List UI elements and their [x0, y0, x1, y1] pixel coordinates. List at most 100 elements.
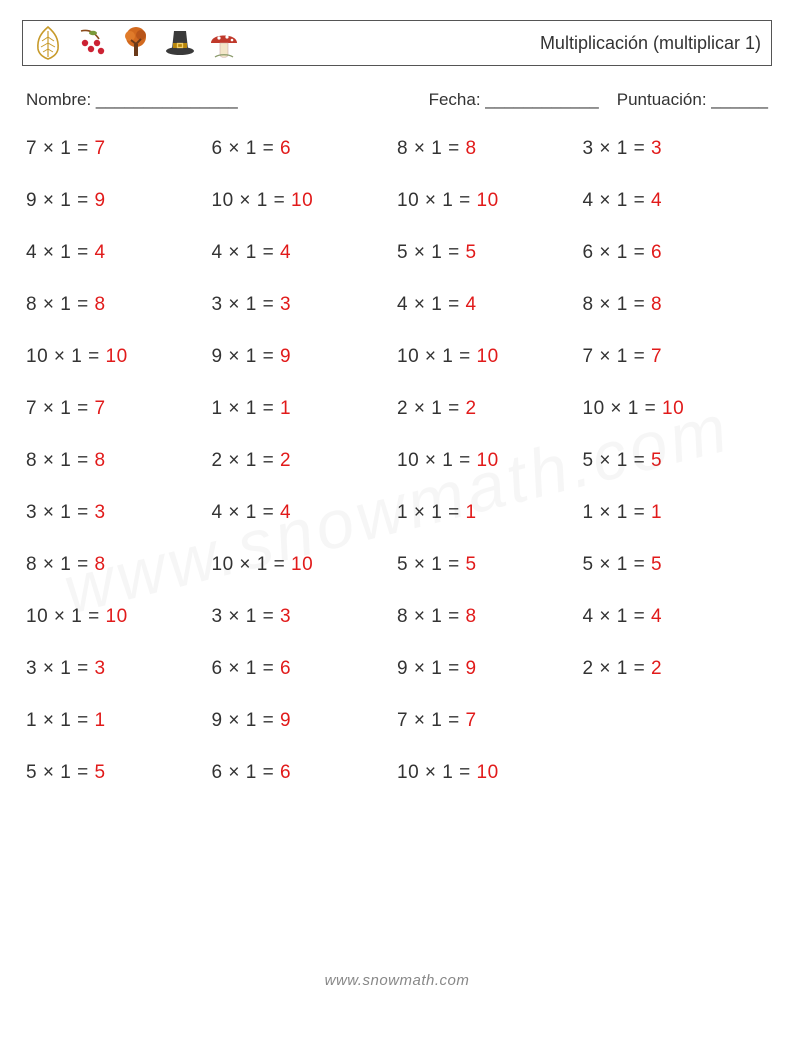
problem-expression: 5 × 1 = — [583, 450, 651, 471]
problem-cell: 2 × 1 = 2 — [397, 398, 583, 420]
problem-expression: 9 × 1 = — [26, 190, 94, 211]
problem-cell: 1 × 1 = 1 — [397, 502, 583, 524]
problem-cell: 10 × 1 = 10 — [212, 190, 398, 212]
problem-cell: 7 × 1 = 7 — [583, 346, 769, 368]
problem-expression: 4 × 1 = — [212, 242, 280, 263]
problem-cell: 10 × 1 = 10 — [212, 554, 398, 576]
problem-grid: 7 × 1 = 76 × 1 = 68 × 1 = 83 × 1 = 39 × … — [22, 138, 772, 784]
problem-answer: 6 — [280, 658, 291, 679]
problem-cell: 3 × 1 = 3 — [26, 502, 212, 524]
problem-expression: 6 × 1 = — [583, 242, 651, 263]
problem-answer: 5 — [651, 554, 662, 575]
problem-cell: 10 × 1 = 10 — [583, 398, 769, 420]
problem-expression: 8 × 1 = — [583, 294, 651, 315]
problem-expression: 3 × 1 = — [26, 502, 94, 523]
problem-expression: 1 × 1 = — [26, 710, 94, 731]
problem-expression: 3 × 1 = — [26, 658, 94, 679]
pilgrim-hat-icon — [161, 24, 199, 62]
problem-answer: 9 — [465, 658, 476, 679]
problem-cell: 6 × 1 = 6 — [212, 138, 398, 160]
problem-answer: 3 — [94, 658, 105, 679]
problem-answer: 2 — [465, 398, 476, 419]
problem-answer: 10 — [106, 346, 128, 367]
problem-answer: 4 — [280, 502, 291, 523]
problem-cell: 1 × 1 = 1 — [212, 398, 398, 420]
problem-answer: 2 — [280, 450, 291, 471]
problem-cell: 8 × 1 = 8 — [26, 294, 212, 316]
problem-answer: 7 — [94, 138, 105, 159]
problem-cell: 9 × 1 = 9 — [212, 346, 398, 368]
problem-cell: 10 × 1 = 10 — [26, 346, 212, 368]
problem-answer: 8 — [465, 138, 476, 159]
problem-cell: 5 × 1 = 5 — [26, 762, 212, 784]
problem-cell: 5 × 1 = 5 — [397, 554, 583, 576]
problem-answer: 7 — [651, 346, 662, 367]
problem-answer: 9 — [280, 346, 291, 367]
problem-answer: 10 — [291, 190, 313, 211]
problem-expression: 10 × 1 = — [212, 554, 292, 575]
problem-answer: 10 — [477, 762, 499, 783]
score-label: Puntuación: ______ — [617, 90, 768, 110]
problem-cell: 1 × 1 = 1 — [583, 502, 769, 524]
problem-expression: 2 × 1 = — [583, 658, 651, 679]
problem-cell: 9 × 1 = 9 — [26, 190, 212, 212]
problem-expression: 5 × 1 = — [397, 554, 465, 575]
problem-cell: 2 × 1 = 2 — [583, 658, 769, 680]
problem-cell: 10 × 1 = 10 — [397, 762, 583, 784]
problem-answer: 5 — [465, 242, 476, 263]
problem-expression: 9 × 1 = — [397, 658, 465, 679]
problem-cell: 7 × 1 = 7 — [397, 710, 583, 732]
problem-answer: 8 — [94, 294, 105, 315]
problem-answer: 3 — [651, 138, 662, 159]
problem-cell: 8 × 1 = 8 — [397, 606, 583, 628]
problem-answer: 4 — [280, 242, 291, 263]
problem-expression: 5 × 1 = — [583, 554, 651, 575]
problem-cell: 2 × 1 = 2 — [212, 450, 398, 472]
problem-answer: 6 — [280, 762, 291, 783]
problem-expression: 6 × 1 = — [212, 658, 280, 679]
problem-cell: 6 × 1 = 6 — [583, 242, 769, 264]
problem-answer: 10 — [291, 554, 313, 575]
problem-cell: 5 × 1 = 5 — [397, 242, 583, 264]
problem-expression: 1 × 1 = — [212, 398, 280, 419]
problem-cell: 5 × 1 = 5 — [583, 450, 769, 472]
problem-expression: 5 × 1 = — [26, 762, 94, 783]
problem-cell: 4 × 1 = 4 — [583, 190, 769, 212]
problem-answer: 8 — [94, 450, 105, 471]
problem-answer: 8 — [94, 554, 105, 575]
problem-answer: 9 — [94, 190, 105, 211]
worksheet-title: Multiplicación (multiplicar 1) — [540, 33, 761, 54]
info-row: Nombre: _______________ Fecha: _________… — [22, 90, 772, 110]
problem-answer: 1 — [651, 502, 662, 523]
problem-answer: 1 — [465, 502, 476, 523]
mushroom-icon — [205, 24, 243, 62]
problem-expression: 6 × 1 = — [212, 138, 280, 159]
problem-expression: 8 × 1 = — [397, 606, 465, 627]
problem-expression: 6 × 1 = — [212, 762, 280, 783]
problem-expression: 2 × 1 = — [397, 398, 465, 419]
problem-expression: 7 × 1 = — [26, 398, 94, 419]
problem-expression: 3 × 1 = — [212, 606, 280, 627]
problem-expression: 2 × 1 = — [212, 450, 280, 471]
problem-cell: 10 × 1 = 10 — [397, 346, 583, 368]
problem-expression: 9 × 1 = — [212, 710, 280, 731]
leaf-icon — [29, 24, 67, 62]
info-right: Fecha: ____________ Puntuación: ______ — [429, 90, 768, 110]
problem-answer: 5 — [465, 554, 476, 575]
problem-cell: 4 × 1 = 4 — [583, 606, 769, 628]
problem-expression: 8 × 1 = — [26, 450, 94, 471]
problem-expression: 10 × 1 = — [397, 346, 477, 367]
problem-cell: 8 × 1 = 8 — [397, 138, 583, 160]
problem-answer: 6 — [280, 138, 291, 159]
date-label: Fecha: ____________ — [429, 90, 599, 110]
problem-expression: 5 × 1 = — [397, 242, 465, 263]
tree-icon — [117, 24, 155, 62]
problem-expression: 10 × 1 = — [397, 762, 477, 783]
problem-cell: 5 × 1 = 5 — [583, 554, 769, 576]
problem-cell: 4 × 1 = 4 — [212, 502, 398, 524]
problem-answer: 10 — [662, 398, 684, 419]
problem-cell: 4 × 1 = 4 — [397, 294, 583, 316]
problem-answer: 10 — [477, 190, 499, 211]
problem-answer: 3 — [94, 502, 105, 523]
problem-answer: 5 — [94, 762, 105, 783]
